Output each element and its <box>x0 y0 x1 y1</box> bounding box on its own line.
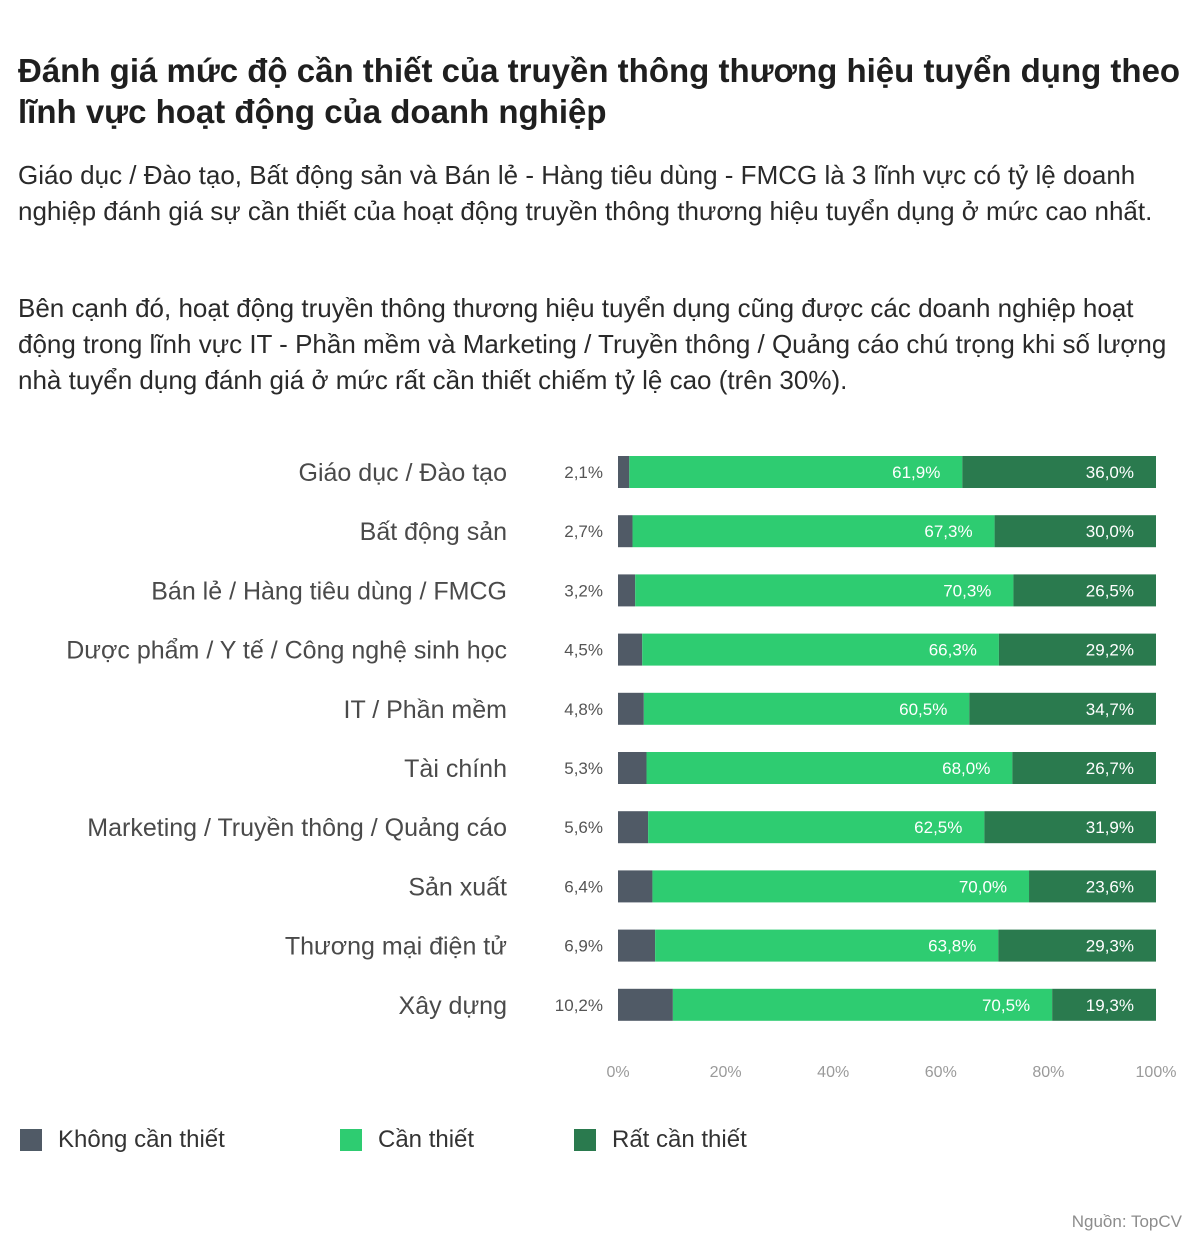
x-tick-label-4: 80% <box>1032 1064 1064 1081</box>
bar-rat-can-thiet-ban-le-hang-tieu-dung-fmcg <box>1013 574 1156 607</box>
bar-khong-can-thiet-ban-le-hang-tieu-dung-fmcg <box>618 574 636 607</box>
category-label-ban-le-hang-tieu-dung-fmcg: Bán lẻ / Hàng tiêu dùng / FMCG <box>151 577 507 605</box>
legend-label-can-thiet: Cần thiết <box>378 1126 475 1153</box>
legend-swatch-khong-can-thiet <box>20 1129 42 1151</box>
stacked-bar-chart: Giáo dục / Đào tạo 2,1% 61,9% 36,0% Bất động… <box>66 456 1177 1081</box>
data-label-can-thiet-giao-duc-dao-tao: 61,9% <box>892 463 940 482</box>
bar-rat-can-thiet-xay-dung <box>1052 988 1156 1021</box>
bar-khong-can-thiet-xay-dung <box>618 988 673 1021</box>
data-label-can-thiet-it-phan-mem: 60,5% <box>899 700 947 719</box>
data-label-khong-can-thiet-it-phan-mem: 4,8% <box>564 700 603 719</box>
data-label-khong-can-thiet-san-xuat: 6,4% <box>564 877 603 896</box>
data-label-khong-can-thiet-tai-chinh: 5,3% <box>564 759 603 778</box>
data-label-can-thiet-thuong-mai-dien-tu: 63,8% <box>928 937 976 956</box>
data-label-can-thiet-ban-le-hang-tieu-dung-fmcg: 70,3% <box>943 581 991 600</box>
data-label-rat-can-thiet-it-phan-mem: 34,7% <box>1086 700 1134 719</box>
category-label-bat-dong-san: Bất động sản <box>360 518 507 546</box>
bar-can-thiet-thuong-mai-dien-tu <box>655 929 999 962</box>
data-label-khong-can-thiet-xay-dung: 10,2% <box>555 996 603 1015</box>
bar-rat-can-thiet-thuong-mai-dien-tu <box>998 929 1156 962</box>
legend-item-rat-can-thiet: Rất cần thiết <box>574 1126 747 1154</box>
data-label-can-thiet-tai-chinh: 68,0% <box>942 759 990 778</box>
data-label-khong-can-thiet-marketing-truyen-thong-quang-cao: 5,6% <box>564 818 603 837</box>
bar-khong-can-thiet-marketing-truyen-thong-quang-cao <box>618 811 649 844</box>
x-tick-label-3: 60% <box>925 1064 957 1081</box>
x-tick-label-5: 100% <box>1136 1064 1177 1081</box>
data-label-can-thiet-duoc-pham-y-te-cong-nghe-sinh-hoc: 66,3% <box>929 641 977 660</box>
category-label-xay-dung: Xây dựng <box>399 992 507 1020</box>
data-label-khong-can-thiet-ban-le-hang-tieu-dung-fmcg: 3,2% <box>564 581 603 600</box>
category-label-marketing-truyen-thong-quang-cao: Marketing / Truyền thông / Quảng cáo <box>87 814 507 842</box>
bar-can-thiet-marketing-truyen-thong-quang-cao <box>648 811 985 844</box>
bar-rat-can-thiet-giao-duc-dao-tao <box>962 456 1156 488</box>
bar-khong-can-thiet-bat-dong-san <box>618 515 633 548</box>
data-label-rat-can-thiet-marketing-truyen-thong-quang-cao: 31,9% <box>1086 818 1134 837</box>
description-paragraph-2: Bên cạnh đó, hoạt động truyền thông thươ… <box>18 293 1167 395</box>
data-label-rat-can-thiet-thuong-mai-dien-tu: 29,3% <box>1086 937 1134 956</box>
bar-rat-can-thiet-duoc-pham-y-te-cong-nghe-sinh-hoc <box>998 633 1156 666</box>
bar-can-thiet-duoc-pham-y-te-cong-nghe-sinh-hoc <box>642 633 999 666</box>
data-label-khong-can-thiet-bat-dong-san: 2,7% <box>564 522 603 541</box>
data-label-rat-can-thiet-bat-dong-san: 30,0% <box>1086 522 1134 541</box>
legend-label-khong-can-thiet: Không cần thiết <box>58 1126 225 1153</box>
legend-label-rat-can-thiet: Rất cần thiết <box>612 1126 747 1153</box>
bar-can-thiet-xay-dung <box>672 988 1053 1021</box>
data-label-can-thiet-xay-dung: 70,5% <box>982 996 1030 1015</box>
bar-can-thiet-bat-dong-san <box>632 515 995 548</box>
bar-can-thiet-san-xuat <box>652 870 1030 903</box>
data-label-can-thiet-bat-dong-san: 67,3% <box>924 522 972 541</box>
bar-can-thiet-giao-duc-dao-tao <box>629 456 963 488</box>
bar-rat-can-thiet-it-phan-mem <box>969 692 1156 725</box>
category-label-giao-duc-dao-tao: Giáo dục / Đào tạo <box>299 459 507 487</box>
bar-khong-can-thiet-thuong-mai-dien-tu <box>618 929 656 962</box>
data-label-can-thiet-marketing-truyen-thong-quang-cao: 62,5% <box>914 818 962 837</box>
bar-khong-can-thiet-tai-chinh <box>618 752 647 784</box>
x-tick-label-0: 0% <box>606 1064 629 1081</box>
bar-rat-can-thiet-san-xuat <box>1029 870 1156 903</box>
chart-title: Đánh giá mức độ cần thiết của truyền thô… <box>18 52 1181 130</box>
category-label-duoc-pham-y-te-cong-nghe-sinh-hoc: Dược phẩm / Y tế / Công nghệ sinh học <box>66 637 507 665</box>
bar-rat-can-thiet-marketing-truyen-thong-quang-cao <box>984 811 1156 844</box>
data-label-khong-can-thiet-giao-duc-dao-tao: 2,1% <box>564 463 603 482</box>
category-label-san-xuat: Sản xuất <box>408 873 507 901</box>
bar-khong-can-thiet-duoc-pham-y-te-cong-nghe-sinh-hoc <box>618 633 643 666</box>
bar-khong-can-thiet-it-phan-mem <box>618 692 644 725</box>
data-label-khong-can-thiet-thuong-mai-dien-tu: 6,9% <box>564 937 603 956</box>
data-label-can-thiet-san-xuat: 70,0% <box>959 877 1007 896</box>
description-paragraph-1: Giáo dục / Đào tạo, Bất động sản và Bán … <box>18 160 1153 226</box>
x-tick-label-2: 40% <box>817 1064 849 1081</box>
bar-rat-can-thiet-bat-dong-san <box>994 515 1156 548</box>
legend-item-can-thiet: Cần thiết <box>340 1126 474 1154</box>
category-label-thuong-mai-dien-tu: Thương mại điện tử <box>285 933 507 961</box>
data-label-rat-can-thiet-tai-chinh: 26,7% <box>1086 759 1134 778</box>
bar-can-thiet-ban-le-hang-tieu-dung-fmcg <box>635 574 1014 607</box>
bar-rat-can-thiet-tai-chinh <box>1012 752 1156 784</box>
data-label-rat-can-thiet-duoc-pham-y-te-cong-nghe-sinh-hoc: 29,2% <box>1086 641 1134 660</box>
data-label-rat-can-thiet-san-xuat: 23,6% <box>1086 877 1134 896</box>
legend-swatch-rat-can-thiet <box>574 1129 596 1151</box>
data-label-khong-can-thiet-duoc-pham-y-te-cong-nghe-sinh-hoc: 4,5% <box>564 641 603 660</box>
source-note: Nguồn: TopCV <box>1071 1212 1182 1231</box>
bar-can-thiet-tai-chinh <box>646 752 1013 784</box>
category-label-it-phan-mem: IT / Phần mềm <box>344 696 508 724</box>
data-label-rat-can-thiet-giao-duc-dao-tao: 36,0% <box>1086 463 1134 482</box>
bar-khong-can-thiet-san-xuat <box>618 870 653 903</box>
legend-item-khong-can-thiet: Không cần thiết <box>20 1126 225 1154</box>
bar-khong-can-thiet-giao-duc-dao-tao <box>618 456 630 488</box>
legend-swatch-can-thiet <box>340 1129 362 1151</box>
bar-can-thiet-it-phan-mem <box>643 692 970 725</box>
data-label-rat-can-thiet-xay-dung: 19,3% <box>1086 996 1134 1015</box>
data-label-rat-can-thiet-ban-le-hang-tieu-dung-fmcg: 26,5% <box>1086 581 1134 600</box>
x-tick-label-1: 20% <box>710 1064 742 1081</box>
category-label-tai-chinh: Tài chính <box>404 755 507 783</box>
